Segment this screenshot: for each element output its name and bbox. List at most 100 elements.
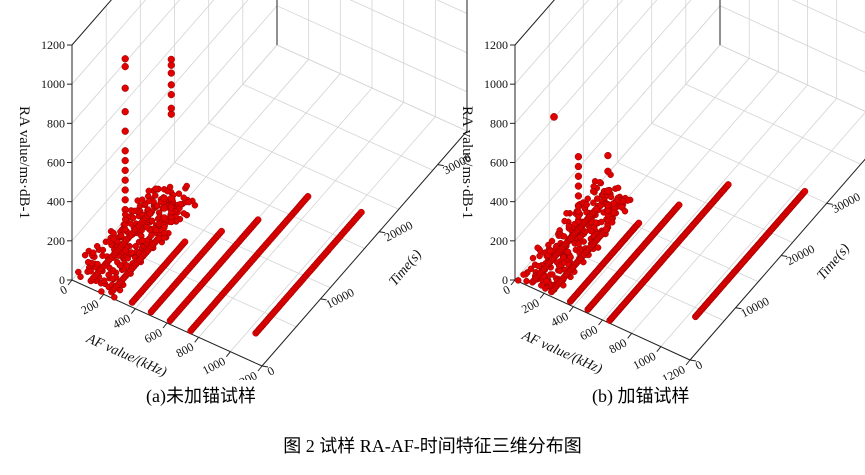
data-point-cluster	[590, 199, 597, 206]
data-point-cluster	[514, 277, 522, 284]
af-tick-label: 1000	[200, 354, 228, 378]
z-tick-label: 1200	[41, 38, 65, 52]
axis-edge	[71, 0, 112, 46]
af-tick-label: 1200	[232, 368, 260, 380]
data-point-spike	[604, 187, 612, 195]
data-point-cluster	[576, 233, 584, 241]
data-point-cluster	[564, 248, 572, 256]
af-tick-label: 600	[577, 322, 599, 343]
data-points	[75, 55, 365, 337]
z-tick-label: 200	[47, 234, 65, 248]
af-tick	[162, 322, 168, 329]
time-tick	[689, 359, 697, 362]
data-point-cluster	[100, 277, 108, 284]
figure-caption: 图 2 试样 RA-AF-时间特征三维分布图	[283, 436, 582, 456]
data-point-cluster	[560, 254, 567, 261]
data-point-spike	[121, 62, 129, 71]
af-tick-label: 1200	[660, 362, 688, 380]
data-point-spike	[121, 147, 129, 155]
data-point-line	[635, 219, 643, 227]
z-tick-label: 0	[59, 273, 65, 287]
data-point-spike	[167, 104, 175, 112]
z-tick-label: 600	[47, 156, 65, 170]
af-tick	[99, 294, 105, 300]
gridline-af-floor	[198, 102, 405, 338]
data-point-spike	[121, 211, 129, 218]
time-tick-label: 0	[693, 357, 705, 372]
data-point-cluster	[529, 254, 537, 262]
data-point-cluster	[109, 275, 116, 282]
time-axis: 010000200003000040000Time(s)	[689, 190, 863, 373]
data-point-cluster	[152, 226, 160, 234]
data-point-spike	[574, 153, 583, 161]
data-points	[514, 113, 809, 324]
gridline-z	[71, 0, 468, 163]
data-point-cluster	[152, 192, 159, 199]
data-point-cluster	[143, 224, 151, 231]
af-tick-label: 200	[519, 296, 541, 317]
z-axis-label: RA value/ms·dB-1	[459, 106, 475, 219]
gridline-af-floor	[572, 71, 779, 307]
time-tick-label: 20000	[784, 242, 817, 268]
data-point-spike	[121, 176, 129, 184]
data-point-cluster	[175, 190, 183, 197]
data-point-cluster	[536, 252, 543, 260]
z-tick-label: 600	[490, 156, 508, 170]
data-point-outlier	[550, 113, 558, 121]
time-tick	[320, 298, 327, 301]
data-point-cluster	[520, 271, 527, 278]
data-point-cluster	[148, 231, 155, 239]
data-point-spike	[168, 203, 175, 211]
data-point-cluster	[127, 220, 134, 227]
axis-edge	[261, 130, 468, 367]
gridline-z	[514, 0, 624, 124]
af-tick	[510, 279, 516, 286]
af-tick	[194, 337, 200, 343]
gridline-z	[71, 0, 112, 46]
af-tick	[568, 306, 574, 312]
data-point-spike	[121, 156, 129, 165]
data-point-cluster	[109, 267, 117, 274]
data-point-cluster	[589, 188, 597, 195]
subplot-b-caption: (b) 加锚试样	[592, 386, 690, 406]
data-point-spike	[574, 172, 583, 180]
time-tick	[826, 202, 833, 205]
z-tick-label: 200	[490, 234, 508, 248]
data-point-cluster	[180, 194, 187, 201]
time-tick-label: 20000	[382, 218, 415, 244]
data-point-cluster	[598, 218, 605, 226]
data-point-line	[146, 210, 154, 218]
data-point-cluster	[145, 197, 153, 205]
af-tick-label: 1000	[630, 349, 658, 373]
axis-box	[514, 0, 865, 361]
data-point-cluster	[619, 197, 627, 205]
af-tick	[257, 365, 263, 372]
z-tick-label: 1000	[41, 77, 65, 91]
data-point-cluster	[183, 182, 190, 190]
data-point-cluster	[548, 237, 556, 245]
data-point-cluster	[567, 253, 574, 261]
data-point-cluster	[546, 247, 554, 255]
af-tick	[627, 333, 633, 339]
data-point-spike	[121, 127, 129, 135]
data-point-spike	[167, 194, 175, 203]
data-point-spike	[574, 162, 583, 171]
data-point-cluster	[153, 202, 161, 210]
gridline-af-floor	[134, 73, 341, 309]
data-point-cluster	[81, 251, 89, 259]
data-point-cluster	[90, 249, 97, 256]
data-point-cluster	[549, 271, 556, 278]
gridline-z	[514, 0, 555, 46]
data-point-spike	[160, 204, 168, 212]
data-point-line	[218, 227, 225, 235]
data-point-cluster	[122, 247, 129, 254]
data-point-cluster	[538, 282, 545, 289]
data-point-cluster	[584, 195, 591, 203]
data-point-line	[724, 181, 732, 189]
z-tick-label: 800	[47, 116, 65, 130]
gridline-af-floor	[689, 158, 865, 361]
af-tick	[130, 308, 136, 314]
